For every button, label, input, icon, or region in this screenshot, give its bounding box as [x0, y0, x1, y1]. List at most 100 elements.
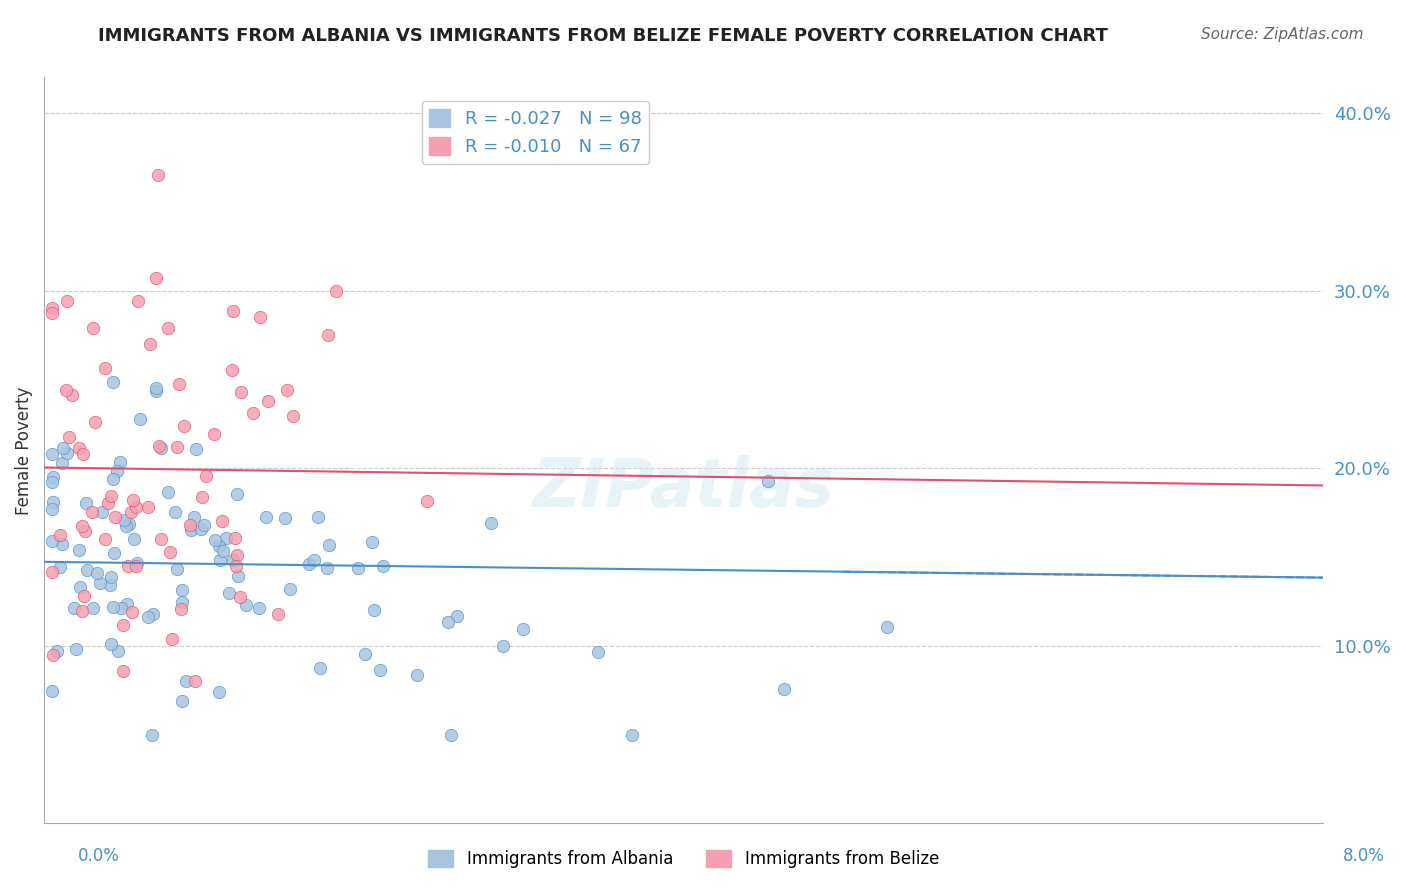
Immigrants from Belize	[55, 383, 77, 397]
Immigrants from Belize	[160, 632, 183, 646]
Immigrants from Albania	[446, 608, 468, 623]
Immigrants from Belize	[72, 447, 94, 461]
Immigrants from Belize	[41, 306, 63, 320]
Immigrants from Albania	[363, 603, 385, 617]
Immigrants from Belize	[100, 489, 122, 503]
Immigrants from Belize	[58, 430, 80, 444]
Immigrants from Albania	[65, 641, 87, 656]
Text: Source: ZipAtlas.com: Source: ZipAtlas.com	[1201, 27, 1364, 42]
Immigrants from Belize	[159, 545, 181, 559]
Immigrants from Albania	[75, 496, 97, 510]
Immigrants from Belize	[190, 490, 212, 504]
Immigrants from Belize	[156, 321, 179, 335]
Immigrants from Albania	[492, 640, 515, 654]
Immigrants from Albania	[876, 620, 898, 634]
Immigrants from Belize	[145, 271, 167, 285]
Immigrants from Belize	[276, 383, 298, 397]
Immigrants from Belize	[228, 590, 250, 604]
Immigrants from Albania	[98, 578, 121, 592]
Immigrants from Albania	[208, 684, 231, 698]
Text: IMMIGRANTS FROM ALBANIA VS IMMIGRANTS FROM BELIZE FEMALE POVERTY CORRELATION CHA: IMMIGRANTS FROM ALBANIA VS IMMIGRANTS FR…	[98, 27, 1108, 45]
Immigrants from Belize	[325, 284, 347, 298]
Immigrants from Albania	[101, 375, 124, 389]
Immigrants from Belize	[256, 393, 278, 408]
Immigrants from Belize	[138, 337, 160, 351]
Immigrants from Belize	[283, 409, 305, 423]
Immigrants from Belize	[222, 303, 245, 318]
Immigrants from Belize	[72, 604, 94, 618]
Immigrants from Albania	[145, 384, 167, 399]
Immigrants from Albania	[512, 622, 534, 636]
Immigrants from Belize	[211, 514, 233, 528]
Immigrants from Albania	[204, 533, 226, 548]
Immigrants from Albania	[368, 663, 391, 677]
Immigrants from Belize	[60, 388, 83, 402]
Immigrants from Albania	[193, 518, 215, 533]
Text: 8.0%: 8.0%	[1343, 847, 1385, 865]
Immigrants from Albania	[207, 540, 229, 554]
Immigrants from Belize	[127, 293, 149, 308]
Immigrants from Belize	[49, 528, 72, 542]
Immigrants from Albania	[51, 456, 73, 470]
Immigrants from Albania	[190, 522, 212, 536]
Immigrants from Belize	[111, 618, 134, 632]
Immigrants from Albania	[347, 561, 370, 575]
Immigrants from Albania	[209, 553, 232, 567]
Immigrants from Albania	[170, 694, 193, 708]
Immigrants from Belize	[124, 558, 146, 573]
Immigrants from Belize	[267, 607, 290, 621]
Immigrants from Belize	[41, 301, 63, 316]
Immigrants from Belize	[173, 419, 195, 434]
Immigrants from Albania	[211, 544, 233, 558]
Immigrants from Albania	[101, 472, 124, 486]
Immigrants from Belize	[117, 559, 139, 574]
Immigrants from Belize	[179, 517, 201, 532]
Immigrants from Albania	[145, 381, 167, 395]
Immigrants from Albania	[105, 464, 128, 478]
Immigrants from Albania	[772, 681, 794, 696]
Immigrants from Albania	[440, 728, 463, 742]
Immigrants from Albania	[82, 600, 104, 615]
Immigrants from Albania	[110, 601, 132, 615]
Immigrants from Albania	[107, 644, 129, 658]
Immigrants from Albania	[103, 546, 125, 560]
Immigrants from Belize	[97, 496, 120, 510]
Immigrants from Albania	[479, 516, 502, 531]
Immigrants from Albania	[69, 580, 91, 594]
Immigrants from Albania	[371, 558, 394, 573]
Immigrants from Albania	[56, 446, 79, 460]
Immigrants from Albania	[45, 643, 67, 657]
Immigrants from Belize	[80, 505, 103, 519]
Immigrants from Belize	[224, 531, 246, 545]
Immigrants from Albania	[278, 582, 301, 596]
Immigrants from Albania	[115, 597, 138, 611]
Legend: R = -0.027   N = 98, R = -0.010   N = 67: R = -0.027 N = 98, R = -0.010 N = 67	[422, 102, 650, 163]
Immigrants from Albania	[118, 516, 141, 531]
Immigrants from Albania	[183, 509, 205, 524]
Immigrants from Albania	[186, 442, 208, 457]
Immigrants from Albania	[172, 583, 194, 598]
Immigrants from Belize	[225, 558, 247, 573]
Immigrants from Albania	[235, 598, 257, 612]
Y-axis label: Female Poverty: Female Poverty	[15, 386, 32, 515]
Immigrants from Albania	[142, 607, 165, 622]
Immigrants from Albania	[318, 538, 340, 552]
Immigrants from Belize	[112, 664, 135, 678]
Immigrants from Albania	[42, 469, 65, 483]
Immigrants from Belize	[221, 362, 243, 376]
Immigrants from Albania	[76, 563, 98, 577]
Immigrants from Belize	[73, 589, 96, 603]
Immigrants from Belize	[41, 565, 63, 579]
Immigrants from Albania	[62, 600, 84, 615]
Text: ZIPatlas: ZIPatlas	[533, 455, 835, 521]
Immigrants from Albania	[52, 441, 75, 455]
Immigrants from Belize	[122, 493, 145, 508]
Immigrants from Belize	[121, 606, 143, 620]
Immigrants from Albania	[226, 569, 249, 583]
Immigrants from Albania	[122, 532, 145, 546]
Immigrants from Albania	[621, 728, 644, 742]
Immigrants from Albania	[316, 561, 339, 575]
Immigrants from Albania	[254, 510, 277, 524]
Immigrants from Albania	[100, 570, 122, 584]
Immigrants from Belize	[146, 168, 169, 182]
